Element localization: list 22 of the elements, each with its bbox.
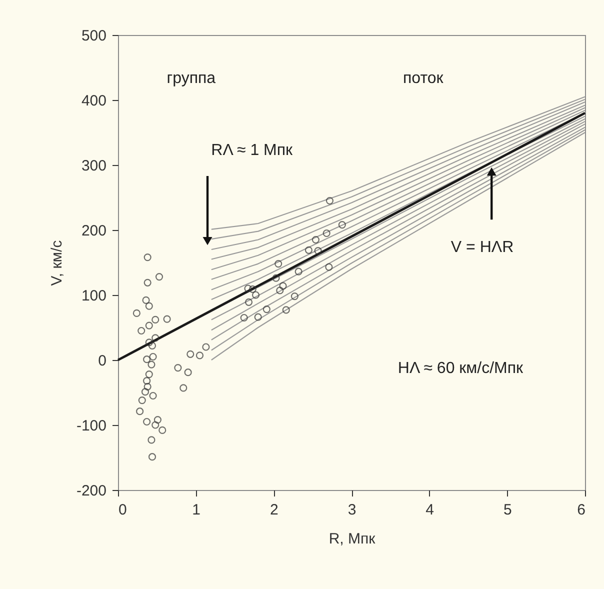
annotation: RΛ ≈ 1 Мпк: [211, 142, 294, 160]
y-axis-title: V, км/с: [48, 240, 66, 286]
annotation: поток: [402, 70, 444, 87]
annotation: группа: [166, 70, 216, 87]
y-tick-label: 0: [98, 352, 106, 370]
x-tick-label: 3: [348, 502, 356, 518]
x-tick-label: 4: [426, 502, 434, 518]
x-tick-label: 0: [118, 502, 127, 518]
y-tick-label: 200: [81, 222, 106, 240]
y-tick-label: 300: [81, 158, 106, 174]
y-tick-label: -200: [76, 482, 106, 500]
y-tick-label: 500: [81, 28, 106, 44]
x-axis-title: R, Мпк: [328, 530, 376, 548]
y-tick-label: -100: [76, 418, 106, 434]
annotation: V = HΛR: [450, 238, 514, 256]
x-tick-label: 1: [192, 502, 201, 518]
y-tick-label: 400: [81, 92, 106, 110]
y-tick-label: 100: [81, 288, 106, 304]
x-tick-label: 5: [503, 502, 512, 518]
x-tick-label: 6: [577, 502, 586, 518]
x-tick-label: 2: [270, 502, 278, 518]
annotation: HΛ ≈ 60 км/с/Мпк: [398, 360, 524, 377]
